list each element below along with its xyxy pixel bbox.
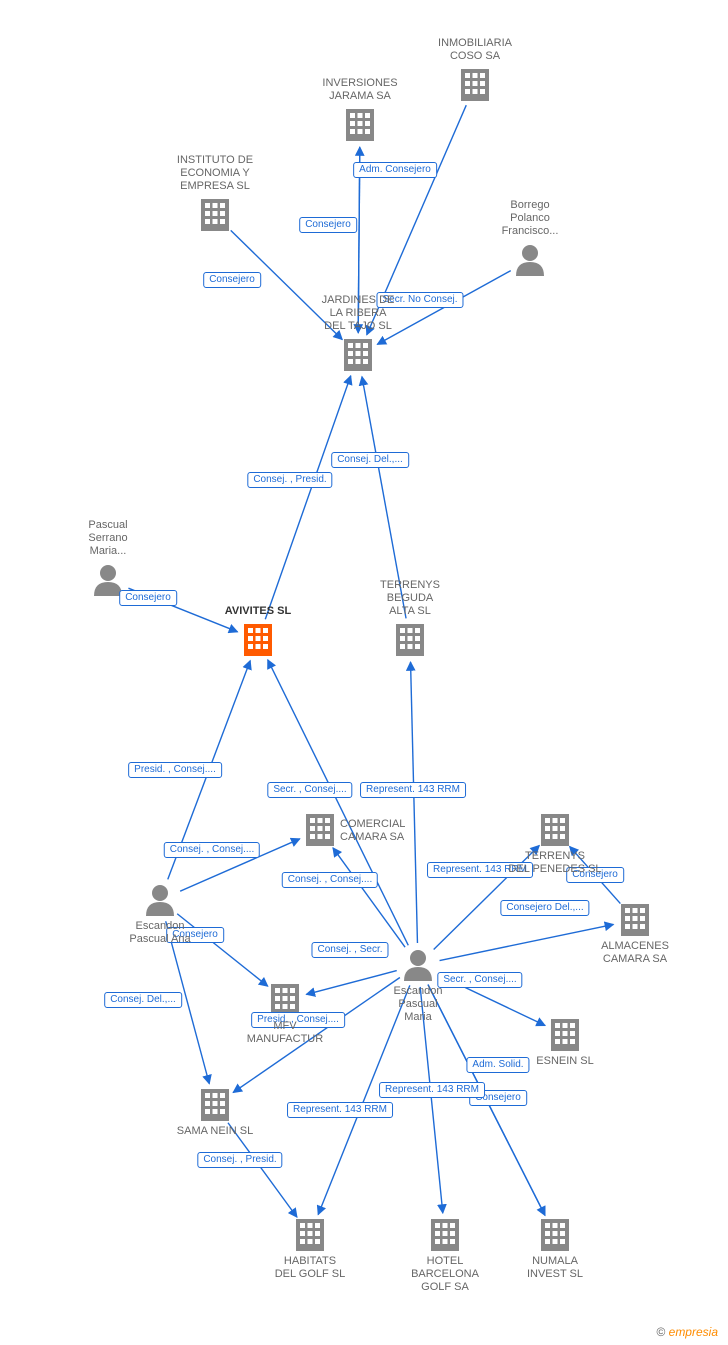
company-icon[interactable] [244,624,272,656]
node-label: COMERCIAL CAMARA SA [340,818,430,844]
edge [411,662,418,943]
edge-label: Secr. , Consej.... [267,782,352,798]
edge [265,376,350,619]
edge-label: Consej. , Consej.... [282,872,378,888]
node-label: Borrego Polanco Francisco... [475,199,585,239]
brand: empresia [669,1325,718,1339]
company-icon[interactable] [541,814,569,846]
company-icon[interactable] [551,1019,579,1051]
node-label: Pascual Serrano Maria... [53,519,163,559]
person-icon[interactable] [404,950,432,981]
company-icon[interactable] [296,1219,324,1251]
edge-label: Consej. Del.,... [331,452,409,468]
copyright-symbol: © [656,1325,665,1339]
person-icon[interactable] [516,245,544,276]
node-label: SAMA NEIN SL [160,1125,270,1138]
footer: © empresia [656,1325,718,1339]
edge-label: Consejero [299,217,357,233]
edge-label: Consejero [203,272,261,288]
company-icon[interactable] [461,69,489,101]
company-icon[interactable] [344,339,372,371]
company-icon[interactable] [541,1219,569,1251]
node-label: Escandon Pascual Ana [105,920,215,946]
node-label: Escandon Pascual Maria [363,985,473,1025]
edge-label: Consej. , Consej.... [164,842,260,858]
company-icon[interactable] [396,624,424,656]
node-label: JARDINES DE LA RIBERA DEL TAJO SL [303,294,413,334]
node-label: AVIVITES SL [203,605,313,618]
company-icon[interactable] [431,1219,459,1251]
edge-label: Consej. , Presid. [247,472,332,488]
edge-label: Consej. Del.,... [104,992,182,1008]
node-label: HABITATS DEL GOLF SL [255,1255,365,1281]
edge-label: Represent. 143 RRM [379,1082,485,1098]
node-label: TERRENYS DEL PENEDES SL [500,850,610,876]
company-icon[interactable] [201,1089,229,1121]
node-label: INMOBILIARIA COSO SA [420,37,530,63]
node-label: HOTEL BARCELONA GOLF SA [390,1255,500,1295]
node-label: ALMACENES CAMARA SA [580,940,690,966]
node-label: INVERSIONES JARAMA SA [305,77,415,103]
node-label: ESNEIN SL [510,1055,620,1068]
company-icon[interactable] [201,199,229,231]
edge [268,660,409,946]
edge-label: Consejero [119,590,177,606]
person-icon[interactable] [94,565,122,596]
node-label: MFV MANUFACTUR [230,1020,340,1046]
company-icon[interactable] [346,109,374,141]
node-label: INSTITUTO DE ECONOMIA Y EMPRESA SL [160,154,270,194]
person-icon[interactable] [146,885,174,916]
edge-label: Adm. Consejero [353,162,437,178]
edge-label: Represent. 143 RRM [360,782,466,798]
company-icon[interactable] [306,814,334,846]
edge-label: Consej. , Presid. [197,1152,282,1168]
company-icon[interactable] [621,904,649,936]
node-label: NUMALA INVEST SL [500,1255,610,1281]
edge-label: Consej. , Secr. [311,942,388,958]
edge-label: Presid. , Consej.... [128,762,222,778]
edge-label: Consejero Del.,... [500,900,589,916]
edge [333,848,405,947]
node-label: TERRENYS BEGUDA ALTA SL [355,579,465,619]
edge-label: Represent. 143 RRM [287,1102,393,1118]
